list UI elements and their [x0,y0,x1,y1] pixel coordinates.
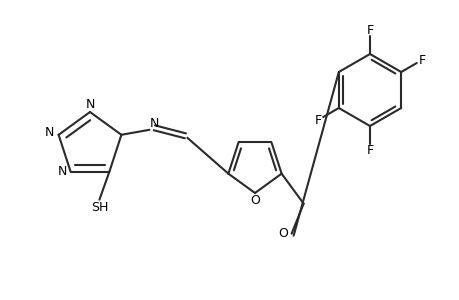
Text: F: F [366,143,373,157]
Text: F: F [314,113,321,127]
Text: O: O [250,194,259,208]
Text: O: O [278,227,288,240]
Text: N: N [149,117,159,130]
Text: N: N [45,126,54,139]
Text: N: N [58,165,67,178]
Text: F: F [418,53,425,67]
Text: SH: SH [90,201,108,214]
Text: N: N [85,98,95,110]
Text: F: F [366,23,373,37]
